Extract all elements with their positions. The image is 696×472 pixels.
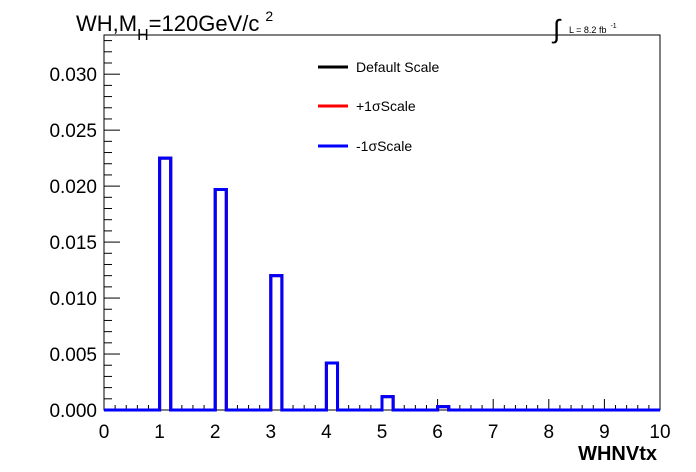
y-tick-label: 0.015 <box>49 233 97 254</box>
y-tick-label: 0.010 <box>49 289 97 310</box>
x-tick-label: 6 <box>432 422 443 443</box>
series-line <box>104 156 660 412</box>
y-axis: 0.000 0.005 0.010 0.015 0.020 0.025 0.030 <box>49 40 120 422</box>
y-tick-label: 0.005 <box>49 345 97 366</box>
y-tick-label: 0.020 <box>49 177 97 198</box>
lumi-superscript: -1 <box>610 23 616 30</box>
x-tick-label: 0 <box>99 422 110 443</box>
y-tick-label: 0.025 <box>49 121 97 142</box>
lumi-text: L = 8.2 fb <box>569 25 606 35</box>
legend: Default Scale +1σScale -1σScale <box>318 59 439 154</box>
y-tick-label: 0.000 <box>49 401 97 422</box>
legend-label: -1σScale <box>356 138 412 154</box>
x-axis-title: WHNVtx <box>578 443 657 465</box>
lumi-integral-symbol: ∫ <box>551 14 562 44</box>
x-tick-label: 3 <box>266 422 277 443</box>
x-tick-label: 7 <box>488 422 499 443</box>
x-tick-label: 10 <box>649 422 670 443</box>
series-layer <box>104 156 660 412</box>
legend-label: Default Scale <box>356 59 439 75</box>
x-tick-label: 8 <box>544 422 555 443</box>
legend-label: +1σScale <box>356 98 416 114</box>
lumi-label: L = 8.2 fb -1 <box>569 23 617 35</box>
y-tick-label: 0.030 <box>49 65 97 86</box>
x-tick-label: 4 <box>321 422 332 443</box>
x-tick-label: 9 <box>599 422 610 443</box>
x-tick-label: 5 <box>377 422 388 443</box>
x-tick-label: 1 <box>154 422 165 443</box>
x-tick-label: 2 <box>210 422 221 443</box>
title-main: WH,M <box>76 11 137 36</box>
title-superscript: 2 <box>265 8 273 24</box>
title-rest: =120GeV/c <box>149 11 260 36</box>
